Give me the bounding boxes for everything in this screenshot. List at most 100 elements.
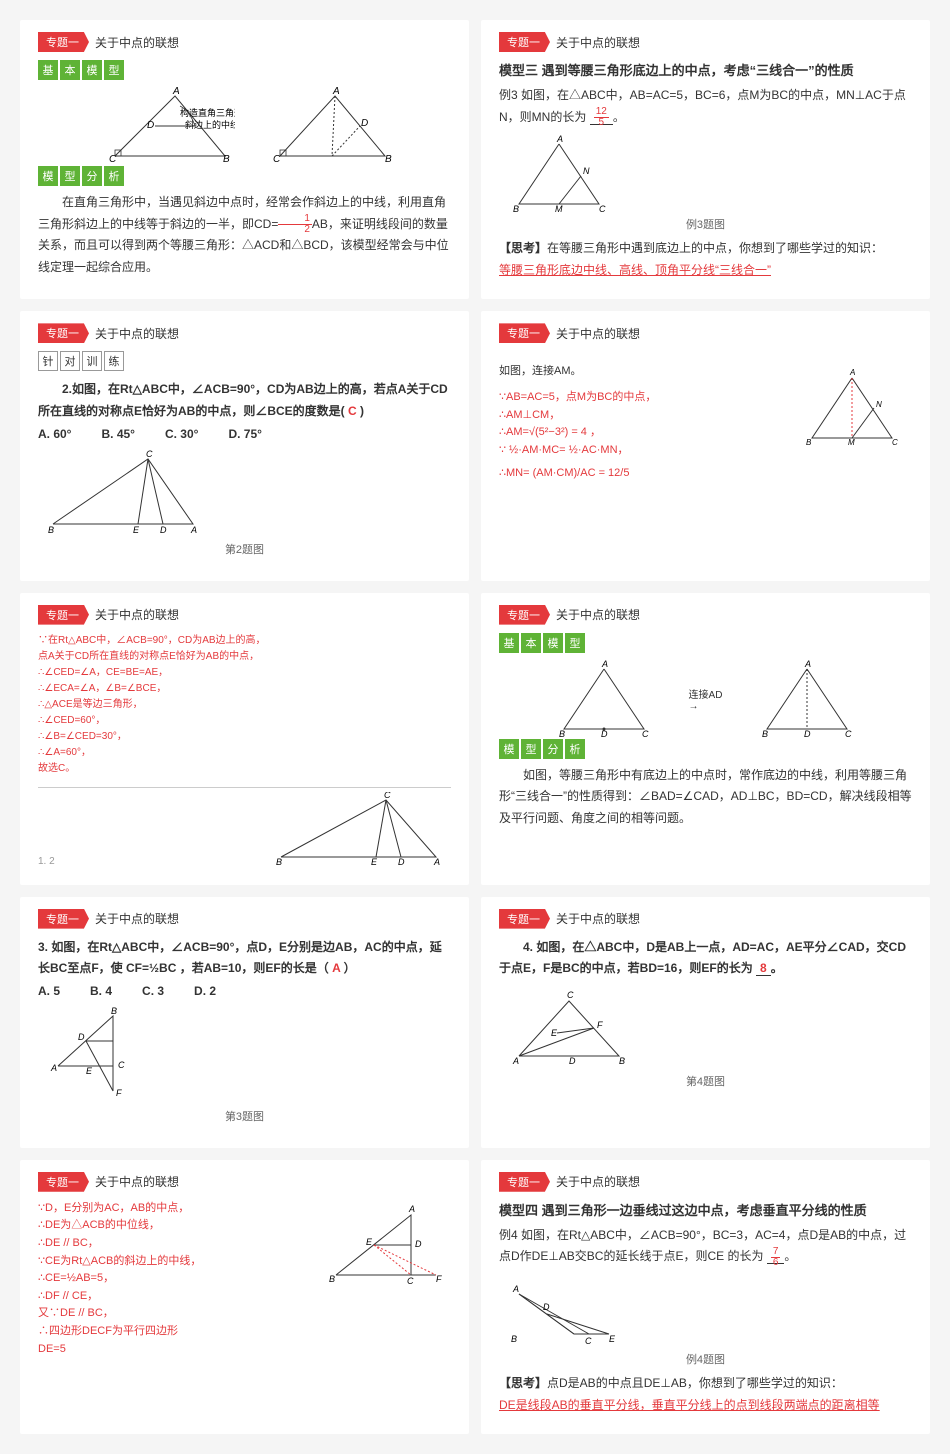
topic-title: 关于中点的联想 <box>95 910 179 927</box>
tag-row: 专题一 关于中点的联想 <box>499 605 912 625</box>
think-prompt: 【思考】点D是AB的中点且DE⊥AB，你想到了哪些学过的知识： <box>499 1373 912 1395</box>
svg-text:B: B <box>276 857 282 867</box>
q3-sol-figure: A E D B C F <box>321 1200 451 1300</box>
q3-figure: B D A E C F 第3题图 <box>38 1006 451 1124</box>
svg-text:N: N <box>876 400 882 409</box>
topic-tag: 专题一 <box>499 323 550 343</box>
svg-text:M: M <box>555 204 563 214</box>
tag-row: 专题一 关于中点的联想 <box>499 1172 912 1192</box>
think-prompt: 【思考】在等腰三角形中遇到底边上的中点，你想到了哪些学过的知识： <box>499 238 912 260</box>
q2-sol-figure: C B E D A <box>271 792 451 867</box>
svg-text:A: A <box>556 134 563 144</box>
topic-title: 关于中点的联想 <box>556 34 640 51</box>
topic-title: 关于中点的联想 <box>556 325 640 342</box>
analysis-text: 在直角三角形中，当遇见斜边中点时，经常会作斜边上的中线，利用直角三角形斜边上的中… <box>38 192 451 278</box>
svg-text:A: A <box>433 857 440 867</box>
svg-text:C: C <box>146 449 153 459</box>
svg-text:A: A <box>601 659 608 669</box>
topic-title: 关于中点的联想 <box>95 325 179 342</box>
card-q3: 专题一 关于中点的联想 3. 如图，在Rt△ABC中，∠ACB=90°，点D，E… <box>20 897 469 1148</box>
svg-text:B: B <box>513 204 519 214</box>
triangle-diagram-2: A D C B <box>265 86 395 166</box>
card-model3-solution: 专题一 关于中点的联想 如图，连接AM。 ∵AB=AC=5，点M为BC的中点， … <box>481 311 930 580</box>
model4-question: 例4 如图，在Rt△ABC中，∠ACB=90°，BC=3，AC=4，点D是AB的… <box>499 1225 912 1268</box>
svg-text:B: B <box>223 154 230 165</box>
svg-text:D: D <box>78 1032 85 1042</box>
q2-solution-text: ∵在Rt△ABC中，∠ACB=90°，CD为AB边上的高， 点A关于CD所在直线… <box>38 633 451 777</box>
tag-row: 专题一 关于中点的联想 <box>499 323 912 343</box>
topic-tag: 专题一 <box>38 605 89 625</box>
svg-text:C: C <box>845 729 852 739</box>
topic-title: 关于中点的联想 <box>556 910 640 927</box>
caption: 第3题图 <box>38 1108 451 1124</box>
q2-options: A. 60° B. 45° C. 30° D. 75° <box>38 427 451 441</box>
svg-text:D: D <box>398 857 405 867</box>
caption: 第2题图 <box>38 541 451 557</box>
svg-text:C: C <box>407 1276 414 1286</box>
svg-text:D: D <box>804 729 811 739</box>
svg-text:A: A <box>512 1056 519 1066</box>
q3-text: 3. 如图，在Rt△ABC中，∠ACB=90°，点D，E分别是边AB，AC的中点… <box>38 937 451 980</box>
topic-title: 关于中点的联想 <box>95 1173 179 1190</box>
analysis-text: 如图，等腰三角形中有底边上的中点时，常作底边的中线，利用等腰三角形“三线合一”的… <box>499 765 912 830</box>
svg-text:D: D <box>543 1302 550 1312</box>
svg-text:B: B <box>762 729 768 739</box>
svg-text:E: E <box>609 1334 616 1344</box>
q4-figure: C A E F D B 第4题图 <box>499 986 912 1089</box>
svg-text:N: N <box>583 166 590 176</box>
model3-figure: A B M C N 例3题图 <box>499 134 912 232</box>
practice-label: 针 对 训 练 <box>38 351 451 371</box>
topic-tag: 专题一 <box>38 32 89 52</box>
svg-text:D: D <box>569 1056 576 1066</box>
svg-text:C: C <box>118 1060 125 1070</box>
svg-text:C: C <box>892 438 898 447</box>
q4-text: 4. 如图，在△ABC中，D是AB上一点，AD=AC，AE平分∠CAD，交CD于… <box>499 937 912 980</box>
svg-text:B: B <box>511 1334 517 1344</box>
svg-text:A: A <box>804 659 811 669</box>
topic-tag: 专题一 <box>499 605 550 625</box>
svg-text:C: C <box>642 729 649 739</box>
topic-tag: 专题一 <box>38 909 89 929</box>
svg-text:D: D <box>147 120 154 131</box>
topic-title: 关于中点的联想 <box>95 606 179 623</box>
topic-title: 关于中点的联想 <box>95 34 179 51</box>
footer: 1. 2 <box>38 856 55 867</box>
svg-text:C: C <box>585 1336 592 1346</box>
q2-figure: C B E D A 第2题图 <box>38 449 451 557</box>
card-model3: 专题一 关于中点的联想 模型三 遇到等腰三角形底边上的中点，考虑“三线合一”的性… <box>481 20 930 299</box>
topic-tag: 专题一 <box>38 323 89 343</box>
topic-tag: 专题一 <box>38 1172 89 1192</box>
svg-text:E: E <box>133 525 140 535</box>
svg-text:A: A <box>172 86 180 97</box>
svg-text:F: F <box>597 1020 603 1030</box>
svg-text:B: B <box>806 438 812 447</box>
think-answer: 等腰三角形底边中线、高线、顶角平分线“三线合一” <box>499 260 912 282</box>
model4-figure: A D B C E 例4题图 <box>499 1274 912 1367</box>
tag-row: 专题一 关于中点的联想 <box>499 909 912 929</box>
card-model3-basic: 专题一 关于中点的联想 基 本 模 型 A B D C 连接AD → <box>481 593 930 885</box>
topic-tag: 专题一 <box>499 1172 550 1192</box>
basic-model-label: 基 本 模 型 <box>38 60 451 80</box>
caption: 第4题图 <box>499 1073 912 1089</box>
card-basic-model: 专题一 关于中点的联想 基 本 模 型 A D C B 构造直角三角形 斜边上的… <box>20 20 469 299</box>
basic-model-label: 基 本 模 型 <box>499 633 912 653</box>
svg-text:C: C <box>599 204 606 214</box>
svg-text:B: B <box>329 1274 335 1284</box>
svg-text:M: M <box>848 438 855 447</box>
think-answer: DE是线段AB的垂直平分线，垂直平分线上的点到线段两端点的距离相等 <box>499 1395 912 1417</box>
model3-title: 模型三 遇到等腰三角形底边上的中点，考虑“三线合一”的性质 <box>499 60 912 79</box>
svg-text:A: A <box>190 525 197 535</box>
svg-text:A: A <box>332 86 340 97</box>
topic-tag: 专题一 <box>499 909 550 929</box>
svg-text:E: E <box>366 1237 373 1247</box>
tag-row: 专题一 关于中点的联想 <box>38 323 451 343</box>
svg-text:C: C <box>384 792 391 800</box>
page-grid: 专题一 关于中点的联想 基 本 模 型 A D C B 构造直角三角形 斜边上的… <box>0 20 950 1434</box>
svg-text:D: D <box>361 118 368 129</box>
tag-row: 专题一 关于中点的联想 <box>38 605 451 625</box>
card-q2-solution: 专题一 关于中点的联想 ∵在Rt△ABC中，∠ACB=90°，CD为AB边上的高… <box>20 593 469 885</box>
diagram-row: A B D C 连接AD → A B D C <box>499 659 912 739</box>
svg-text:A: A <box>849 368 855 377</box>
svg-text:B: B <box>559 729 565 739</box>
topic-tag: 专题一 <box>499 32 550 52</box>
